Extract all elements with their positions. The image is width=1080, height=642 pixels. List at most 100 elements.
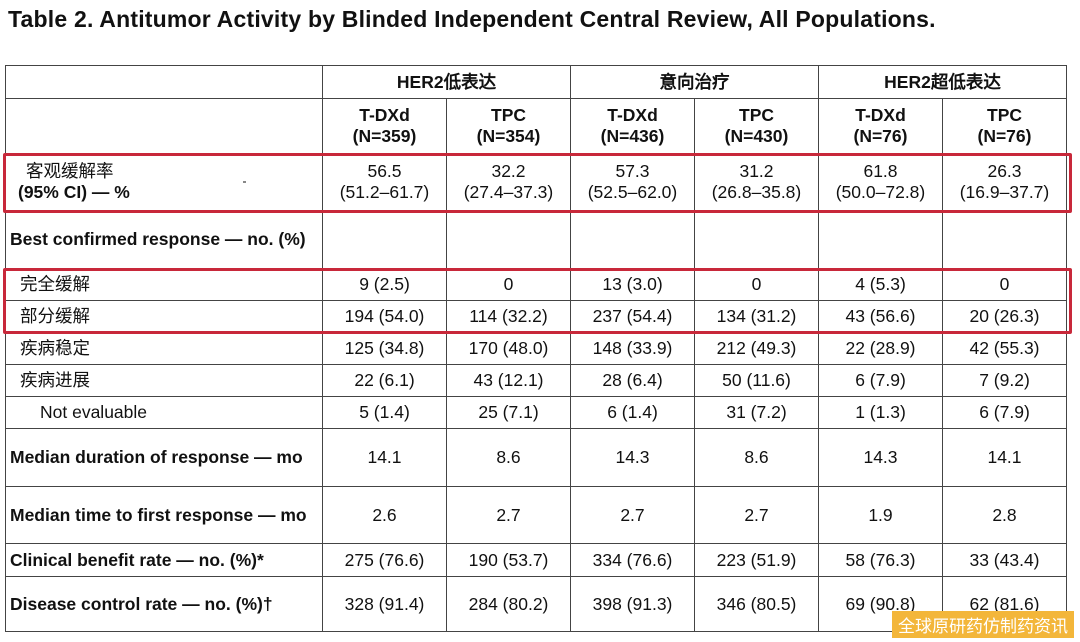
row-label: 疾病稳定 <box>5 332 323 365</box>
row-label: Clinical benefit rate — no. (%)* <box>5 543 323 577</box>
row-label: 部分缓解 <box>5 300 323 333</box>
table-cell: 31 (7.2) <box>694 396 819 429</box>
group-header: 意向治疗 <box>570 65 819 99</box>
table-cell: 20 (26.3) <box>942 300 1067 333</box>
arm-header: T-DXd (N=76) <box>818 98 943 154</box>
row-label: 完全缓解 <box>5 268 323 301</box>
table-cell: 28 (6.4) <box>570 364 695 397</box>
arm-header: T-DXd (N=359) <box>322 98 447 154</box>
table-cell: 22 (6.1) <box>322 364 447 397</box>
table-cell <box>694 210 819 269</box>
table-cell: 42 (55.3) <box>942 332 1067 365</box>
table-cell: 2.8 <box>942 486 1067 544</box>
table-cell: 43 (12.1) <box>446 364 571 397</box>
table-cell: 346 (80.5) <box>694 576 819 632</box>
arm-header: TPC (N=430) <box>694 98 819 154</box>
watermark: 全球原研药仿制药资讯 <box>892 611 1074 638</box>
table-cell: 14.1 <box>322 428 447 487</box>
table-cell: 212 (49.3) <box>694 332 819 365</box>
table-cell: 190 (53.7) <box>446 543 571 577</box>
table-cell <box>570 210 695 269</box>
row-label: Median duration of response — mo <box>5 428 323 487</box>
table-cell: 148 (33.9) <box>570 332 695 365</box>
table-cell: 25 (7.1) <box>446 396 571 429</box>
table-cell: 114 (32.2) <box>446 300 571 333</box>
row-label: Best confirmed response — no. (%) <box>5 210 323 269</box>
table-row-ne: Not evaluable 5 (1.4) 25 (7.1) 6 (1.4) 3… <box>5 396 1067 429</box>
table-cell: 2.7 <box>570 486 695 544</box>
table-cell: 14.1 <box>942 428 1067 487</box>
scan-speck <box>243 181 246 183</box>
table-cell: 26.3 (16.9–37.7) <box>942 153 1067 211</box>
row-label: Median time to first response — mo <box>5 486 323 544</box>
table-cell: 6 (7.9) <box>818 364 943 397</box>
table-cell: 6 (1.4) <box>570 396 695 429</box>
table-cell: 334 (76.6) <box>570 543 695 577</box>
table-cell: 125 (34.8) <box>322 332 447 365</box>
row-label: Disease control rate — no. (%)† <box>5 576 323 632</box>
table-cell: 8.6 <box>694 428 819 487</box>
table-cell: 0 <box>942 268 1067 301</box>
row-label: Not evaluable <box>5 396 323 429</box>
table-cell: 7 (9.2) <box>942 364 1067 397</box>
table-cell: 14.3 <box>818 428 943 487</box>
table-cell: 5 (1.4) <box>322 396 447 429</box>
table-cell: 1.9 <box>818 486 943 544</box>
table-cell: 170 (48.0) <box>446 332 571 365</box>
table-row-orr: 客观缓解率 (95% CI) — % 56.5 (51.2–61.7) 32.2(… <box>5 153 1067 211</box>
antitumor-activity-table: HER2低表达 意向治疗 HER2超低表达 T-DXd (N=359) TPC (N… <box>5 65 1067 632</box>
table-cell: 194 (54.0) <box>322 300 447 333</box>
table-cell: 43 (56.6) <box>818 300 943 333</box>
table-row-dor: Median duration of response — mo 14.1 8.… <box>5 428 1067 487</box>
table-row-ttr: Median time to first response — mo 2.6 2… <box>5 486 1067 544</box>
table-cell: 13 (3.0) <box>570 268 695 301</box>
table-cell: 275 (76.6) <box>322 543 447 577</box>
table-cell <box>322 210 447 269</box>
table-cell: 2.7 <box>694 486 819 544</box>
arm-header-row: T-DXd (N=359) TPC (N=354) T-DXd (N=436) TPC… <box>5 98 1067 154</box>
table-cell: 32.2 (27.4–37.3) <box>446 153 571 211</box>
table-row-cr: 完全缓解 9 (2.5) 0 13 (3.0) 0 4 (5.3) 0 <box>5 268 1067 301</box>
row-label: 客观缓解率 (95% CI) — % <box>5 153 323 211</box>
table-cell: 398 (91.3) <box>570 576 695 632</box>
table-cell: 0 <box>446 268 571 301</box>
table-cell: 134 (31.2) <box>694 300 819 333</box>
table-row-best-response: Best confirmed response — no. (%) <box>5 210 1067 269</box>
table-cell: 61.8 (50.0–72.8) <box>818 153 943 211</box>
arm-header: TPC (N=354) <box>446 98 571 154</box>
table-cell <box>446 210 571 269</box>
table-row-pr: 部分缓解 194 (54.0) 114 (32.2) 237 (54.4) 13… <box>5 300 1067 333</box>
table-cell <box>942 210 1067 269</box>
table-cell: 0 <box>694 268 819 301</box>
table-row-dcr: Disease control rate — no. (%)† 328 (91.… <box>5 576 1067 632</box>
table-cell: 22 (28.9) <box>818 332 943 365</box>
blank-corner <box>5 98 323 154</box>
group-header-row: HER2低表达 意向治疗 HER2超低表达 <box>5 65 1067 99</box>
table-cell: 4 (5.3) <box>818 268 943 301</box>
row-label: 疾病进展 <box>5 364 323 397</box>
table-cell: 9 (2.5) <box>322 268 447 301</box>
table-cell: 58 (76.3) <box>818 543 943 577</box>
table-cell: 223 (51.9) <box>694 543 819 577</box>
table-cell: 57.3 (52.5–62.0) <box>570 153 695 211</box>
arm-header: T-DXd (N=436) <box>570 98 695 154</box>
table-row-cbr: Clinical benefit rate — no. (%)* 275 (76… <box>5 543 1067 577</box>
table-cell <box>818 210 943 269</box>
arm-header: TPC (N=76) <box>942 98 1067 154</box>
table-cell: 1 (1.3) <box>818 396 943 429</box>
group-header: HER2低表达 <box>322 65 571 99</box>
table-cell: 8.6 <box>446 428 571 487</box>
group-header: HER2超低表达 <box>818 65 1067 99</box>
table-cell: 284 (80.2) <box>446 576 571 632</box>
table-cell: 6 (7.9) <box>942 396 1067 429</box>
table-cell: 2.6 <box>322 486 447 544</box>
table-row-pd: 疾病进展 22 (6.1) 43 (12.1) 28 (6.4) 50 (11.… <box>5 364 1067 397</box>
table-cell: 33 (43.4) <box>942 543 1067 577</box>
table-cell: 50 (11.6) <box>694 364 819 397</box>
table-cell: 14.3 <box>570 428 695 487</box>
table-cell: 237 (54.4) <box>570 300 695 333</box>
table-cell: 56.5 (51.2–61.7) <box>322 153 447 211</box>
table-cell: 328 (91.4) <box>322 576 447 632</box>
table-cell: 2.7 <box>446 486 571 544</box>
table-row-sd: 疾病稳定 125 (34.8) 170 (48.0) 148 (33.9) 21… <box>5 332 1067 365</box>
